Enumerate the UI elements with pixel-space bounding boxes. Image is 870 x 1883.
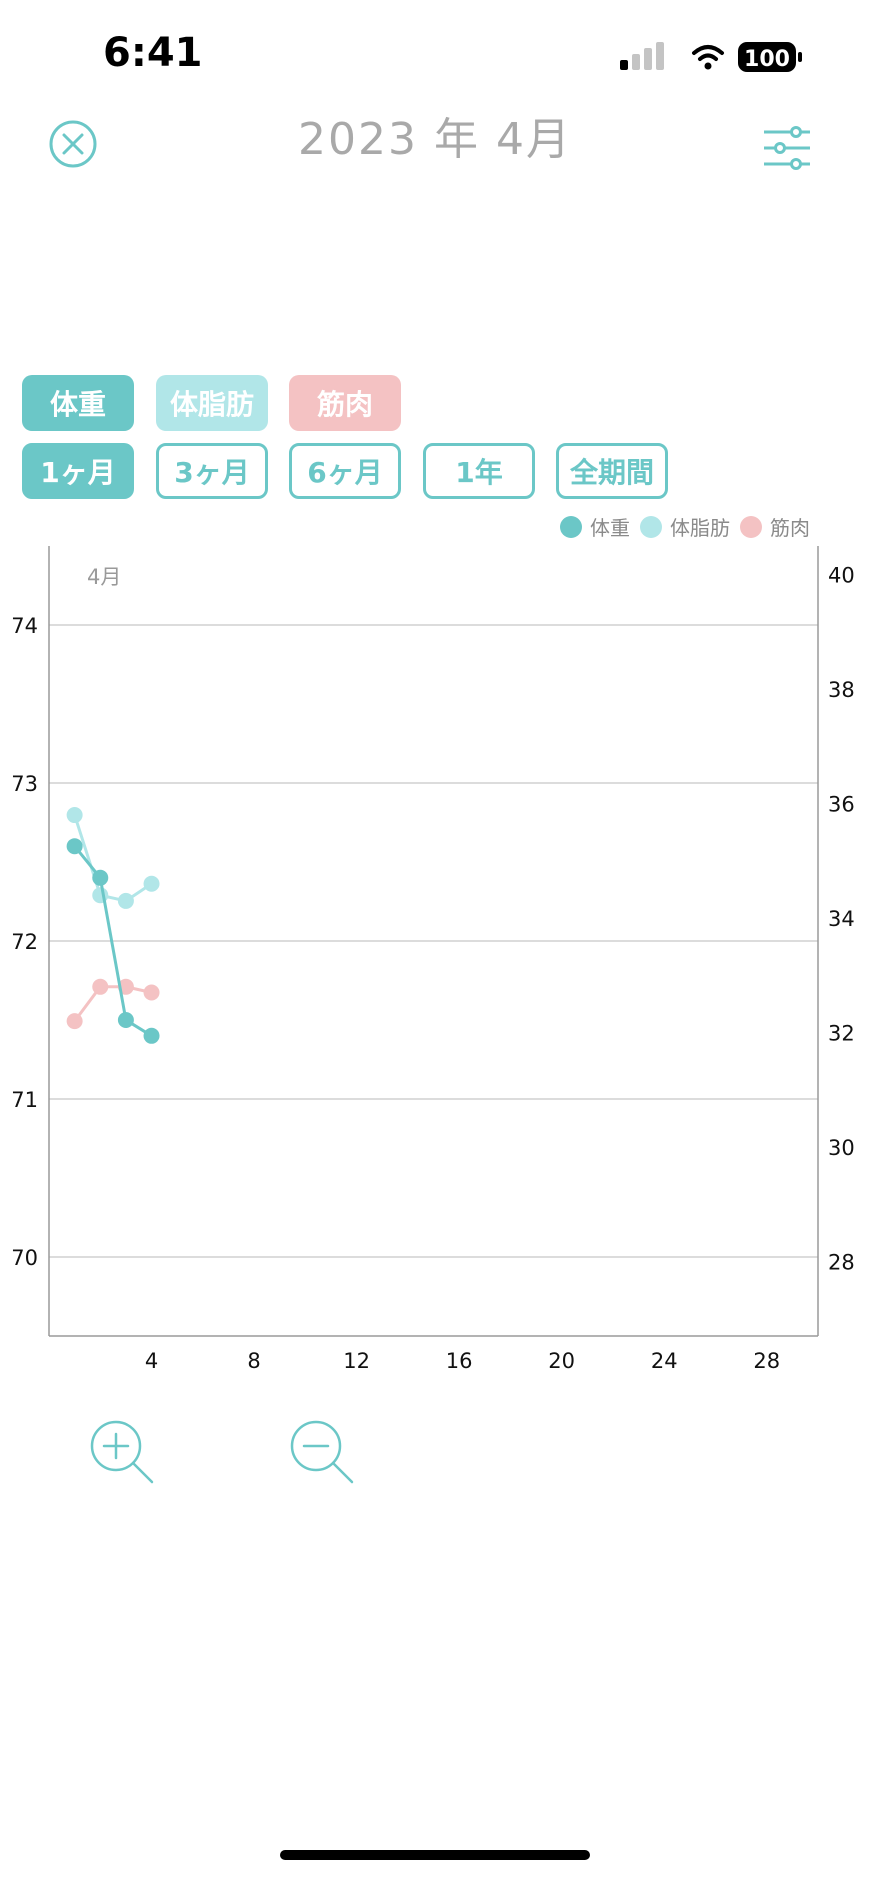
y-right-tick-label: 30 — [828, 1136, 855, 1160]
legend-swatch-body-fat — [640, 515, 662, 538]
grid-lines — [49, 624, 818, 1258]
data-point — [92, 869, 109, 886]
data-point — [66, 1013, 83, 1030]
page-title: 2023 年 4月 — [298, 114, 572, 165]
y-right-tick-label: 38 — [828, 678, 855, 702]
status-time: 6:41 — [103, 30, 203, 76]
legend-item-muscle: 筋肉 — [740, 512, 810, 541]
period-1-year-button[interactable]: 1年 — [423, 443, 535, 499]
data-point — [117, 1012, 134, 1028]
y-left-tick-label: 74 — [11, 614, 38, 638]
x-tick-label: 24 — [651, 1349, 678, 1373]
x-tick-label: 20 — [548, 1349, 575, 1373]
legend-label-weight: 体重 — [590, 516, 630, 540]
battery-level: 100 — [744, 47, 790, 72]
close-icon — [49, 120, 97, 168]
metric-muscle-button[interactable]: 筋肉 — [289, 375, 401, 431]
data-point — [66, 807, 83, 824]
zoom-in-button[interactable] — [90, 1420, 156, 1486]
x-tick-label: 12 — [343, 1349, 370, 1373]
period-3-months-button[interactable]: 3ヶ月 — [156, 443, 268, 499]
y-right-tick-label: 40 — [828, 564, 855, 588]
period-6-months-button[interactable]: 6ヶ月 — [289, 443, 401, 499]
data-point — [143, 984, 160, 1001]
status-icons: 100 — [620, 42, 802, 72]
weight-chart[interactable]: 4月 70 71 72 73 74 28 30 32 34 36 38 40 4 8 12 16 20 24 28 — [0, 540, 870, 1400]
y-right-tick-label: 34 — [828, 907, 855, 931]
tick-labels: 70 71 72 73 74 28 30 32 34 36 38 40 4 8 12 16 20 24 28 — [11, 564, 854, 1373]
legend-label-muscle: 筋肉 — [770, 516, 810, 540]
series-line — [73, 845, 153, 1038]
series-line — [73, 814, 153, 903]
legend-item-weight: 体重 — [560, 512, 630, 541]
wifi-icon — [692, 45, 724, 70]
y-left-tick-label: 71 — [11, 1088, 38, 1112]
chart-legend: 体重 体脂肪 筋肉 — [560, 512, 810, 541]
legend-swatch-weight — [560, 515, 582, 538]
series — [66, 807, 160, 1044]
data-point — [143, 875, 160, 892]
y-right-tick-label: 32 — [828, 1022, 855, 1046]
legend-swatch-muscle — [740, 515, 762, 538]
period-1-month-button[interactable]: 1ヶ月 — [22, 443, 134, 499]
sliders-icon — [764, 126, 810, 170]
battery-icon: 100 — [738, 42, 802, 72]
y-right-tick-label: 28 — [828, 1251, 855, 1275]
y-right-tick-label: 36 — [828, 793, 855, 817]
cellular-signal-icon — [620, 42, 664, 70]
y-left-tick-label: 70 — [11, 1246, 38, 1270]
home-indicator[interactable] — [280, 1850, 590, 1860]
zoom-out-icon — [290, 1420, 354, 1484]
filter-settings-button[interactable] — [762, 126, 812, 170]
y-left-tick-label: 72 — [11, 930, 38, 954]
period-all-button[interactable]: 全期間 — [556, 443, 668, 499]
zoom-in-icon — [90, 1420, 154, 1484]
zoom-out-button[interactable] — [290, 1420, 356, 1486]
x-tick-label: 8 — [247, 1349, 260, 1373]
data-point — [66, 838, 83, 855]
metric-body-fat-button[interactable]: 体脂肪 — [156, 375, 268, 431]
month-label: 4月 — [87, 565, 121, 589]
series-line — [73, 985, 152, 1023]
data-point — [143, 1027, 160, 1044]
y-left-tick-label: 73 — [11, 772, 38, 796]
metric-weight-button[interactable]: 体重 — [22, 375, 134, 431]
x-tick-label: 28 — [753, 1349, 780, 1373]
x-tick-label: 16 — [446, 1349, 473, 1373]
data-point — [92, 978, 109, 995]
data-point — [117, 892, 134, 909]
legend-item-body-fat: 体脂肪 — [640, 512, 730, 541]
legend-label-body-fat: 体脂肪 — [670, 516, 730, 540]
x-tick-label: 4 — [145, 1349, 158, 1373]
close-button[interactable] — [48, 119, 98, 169]
